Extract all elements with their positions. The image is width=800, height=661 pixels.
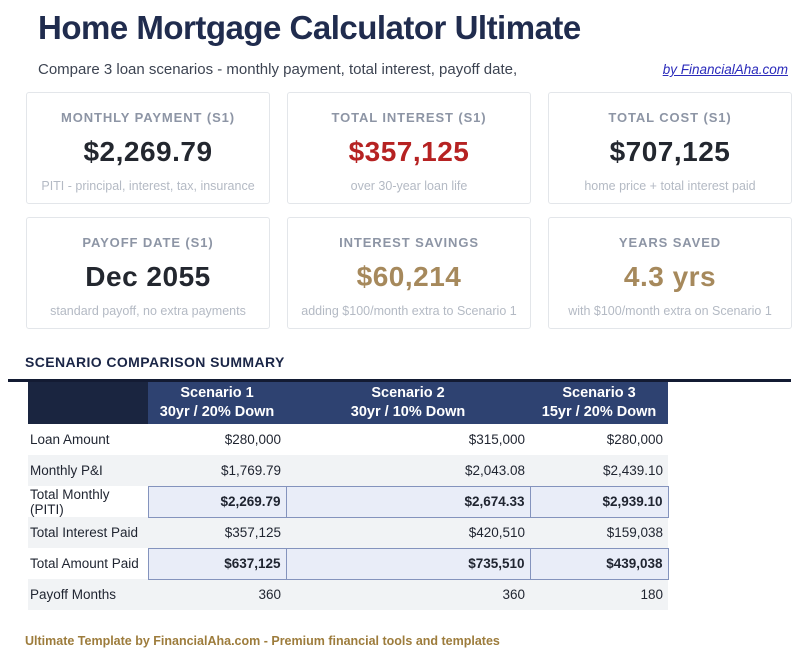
scenario-name: Scenario 3 (562, 385, 636, 401)
stat-card-value: 4.3 yrs (623, 261, 717, 292)
stat-card-payoff-date: PAYOFF DATE (S1) Dec 2055 standard payof… (26, 217, 270, 329)
section-divider (8, 379, 791, 382)
stat-card-interest-savings: INTEREST SAVINGS $60,214 adding $100/mon… (287, 217, 531, 329)
stat-card-total-cost: TOTAL COST (S1) $707,125 home price + to… (548, 92, 792, 204)
scenario-name: Scenario 1 (180, 385, 254, 401)
footer-note: Ultimate Template by FinancialAha.com - … (25, 634, 500, 648)
value-cell: $280,000 (606, 432, 663, 447)
scenario-terms: 30yr / 10% Down (350, 404, 466, 420)
stat-card-subtext: home price + total interest paid (584, 179, 756, 193)
table-row-monthly-pi: Monthly P&I $1,769.79 $2,043.08 $2,439.1… (28, 455, 668, 486)
row-label-cell: Payoff Months (28, 579, 148, 610)
scenario-3-column-header: Scenario 3 15yr / 20% Down (530, 382, 668, 424)
stat-cards-grid: MONTHLY PAYMENT (S1) $2,269.79 PITI - pr… (26, 92, 800, 329)
table-row-total-interest-paid: Total Interest Paid $357,125 $420,510 $1… (28, 517, 668, 548)
stat-card-value: $60,214 (356, 261, 462, 292)
stat-card-label: TOTAL INTEREST (S1) (331, 110, 487, 125)
value-cell: $735,510 (285, 547, 531, 580)
stat-card-years-saved: YEARS SAVED 4.3 yrs with $100/month extr… (548, 217, 792, 329)
page-title: Home Mortgage Calculator Ultimate (38, 9, 581, 46)
value-cell: $159,038 (530, 517, 668, 548)
scenario-name: Scenario 2 (371, 385, 445, 401)
section-title: SCENARIO COMPARISON SUMMARY (25, 354, 285, 370)
stat-card-subtext: over 30-year loan life (350, 179, 468, 193)
table-row-total-monthly-piti: Total Monthly (PITI) $2,269.79 $2,674.33… (28, 485, 669, 518)
scenario-terms: 15yr / 20% Down (541, 404, 657, 420)
row-label-cell: Loan Amount (30, 432, 110, 447)
row-label-cell: Total Interest Paid (28, 517, 148, 548)
value-cell: $280,000 (224, 432, 281, 447)
table-row-total-amount-paid: Total Amount Paid $637,125 $735,510 $439… (28, 547, 669, 580)
value-cell: $2,043.08 (286, 455, 530, 486)
subtitle-row: Compare 3 loan scenarios - monthly payme… (38, 61, 788, 78)
value-cell: $2,439.10 (530, 455, 668, 486)
stat-card-label: INTEREST SAVINGS (339, 235, 479, 250)
scenario-1-column-header: Scenario 1 30yr / 20% Down (148, 382, 286, 424)
stat-card-subtext: with $100/month extra on Scenario 1 (568, 304, 772, 318)
value-cell: $315,000 (468, 432, 525, 447)
stat-card-label: TOTAL COST (S1) (608, 110, 732, 125)
table-corner-cell (28, 382, 148, 424)
stat-card-total-interest: TOTAL INTEREST (S1) $357,125 over 30-yea… (287, 92, 531, 204)
value-cell: $2,674.33 (285, 485, 531, 518)
value-cell: $2,269.79 (147, 485, 287, 518)
value-cell: $420,510 (286, 517, 530, 548)
row-label-cell: Monthly P&I (28, 455, 148, 486)
page-subtitle: Compare 3 loan scenarios - monthly payme… (38, 61, 518, 78)
value-cell: $439,038 (529, 547, 669, 580)
row-label-cell: Total Monthly (PITI) (30, 486, 110, 517)
stat-card-label: MONTHLY PAYMENT (S1) (60, 110, 236, 125)
stat-card-monthly-payment: MONTHLY PAYMENT (S1) $2,269.79 PITI - pr… (26, 92, 270, 204)
value-cell: $2,939.10 (529, 485, 669, 518)
value-cell: 360 (286, 579, 530, 610)
stat-card-label: PAYOFF DATE (S1) (82, 235, 214, 250)
comparison-table: Scenario 1 30yr / 20% Down Scenario 2 30… (28, 382, 669, 610)
value-cell: 360 (148, 579, 286, 610)
stat-card-value: $2,269.79 (83, 136, 213, 167)
table-header-row: Scenario 1 30yr / 20% Down Scenario 2 30… (28, 382, 668, 424)
scenario-terms: 30yr / 20% Down (159, 404, 275, 420)
stat-card-subtext: standard payoff, no extra payments (50, 304, 246, 318)
row-label-cell: Total Amount Paid (30, 556, 139, 571)
stat-card-value: $707,125 (609, 136, 731, 167)
table-row-payoff-months: Payoff Months 360 360 180 (28, 579, 668, 610)
value-cell: $1,769.79 (148, 455, 286, 486)
stat-card-value: Dec 2055 (85, 261, 211, 292)
stat-card-label: YEARS SAVED (618, 235, 722, 250)
stat-card-subtext: adding $100/month extra to Scenario 1 (301, 304, 517, 318)
scenario-2-column-header: Scenario 2 30yr / 10% Down (286, 382, 530, 424)
stat-card-value: $357,125 (348, 136, 470, 167)
table-row-loan-amount: Loan Amount $280,000 $315,000 $280,000 (28, 424, 668, 455)
stat-card-subtext: PITI - principal, interest, tax, insuran… (41, 179, 255, 193)
value-cell: $357,125 (148, 517, 286, 548)
value-cell: $637,125 (147, 547, 287, 580)
brand-link[interactable]: by FinancialAha.com (662, 62, 788, 77)
value-cell: 180 (530, 579, 668, 610)
